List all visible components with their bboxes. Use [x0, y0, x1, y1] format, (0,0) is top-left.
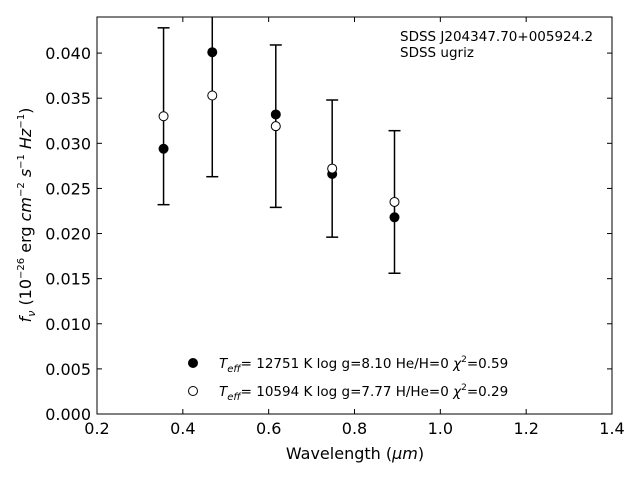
y-tick-label: 0.020 [45, 225, 91, 244]
y-tick-label: 0.030 [45, 134, 91, 153]
legend-marker-filled [188, 358, 198, 368]
plot-frame [96, 16, 613, 415]
x-axis-label-unit: μm [391, 444, 418, 463]
y-tick-label: 0.035 [45, 89, 91, 108]
legend: Teff= 12751 K log g=8.10 He/H=0 χ2=0.59 … [188, 355, 508, 403]
y-axis-label: fν (10−26 erg cm−2 s−1 Hz−1) [16, 108, 38, 323]
y-tick-label: 0.005 [45, 360, 91, 379]
object-name: SDSS J204347.70+005924.2 [400, 29, 593, 45]
point-filled [207, 47, 218, 58]
x-axis-label: Wavelength (μm) [286, 444, 424, 463]
y-tick-label: 0.040 [45, 44, 91, 63]
x-tick-label: 1.2 [513, 419, 538, 438]
y-tick-label: 0.010 [45, 315, 91, 334]
y-tick-label: 0.000 [45, 405, 91, 424]
point-filled [270, 109, 281, 120]
filter-system: SDSS ugriz [400, 45, 474, 61]
error-bars [157, 17, 401, 274]
x-tick-label: 0.2 [84, 419, 109, 438]
x-tick-label: 1.4 [599, 419, 624, 438]
y-tick-label: 0.015 [45, 270, 91, 289]
x-tick-label: 0.8 [342, 419, 367, 438]
point-filled [389, 212, 400, 223]
point-open [327, 163, 338, 174]
data-points [158, 47, 400, 223]
point-open [270, 121, 281, 132]
x-tick-label: 0.6 [256, 419, 281, 438]
point-open [158, 111, 169, 122]
point-open [389, 196, 400, 207]
legend-entry-2: Teff= 10594 K log g=7.77 H/He=0 χ2=0.29 [219, 383, 508, 403]
point-open [207, 90, 218, 101]
x-axis: 0.2 0.4 0.6 0.8 1.0 1.2 1.4 [84, 17, 625, 438]
y-axis: 0.000 0.005 0.010 0.015 0.020 0.025 0.030 0.035… [45, 44, 612, 424]
legend-entry-1: Teff= 12751 K log g=8.10 He/H=0 χ2=0.59 [219, 355, 508, 375]
x-tick-label: 0.4 [170, 419, 195, 438]
y-tick-label: 0.025 [45, 179, 91, 198]
x-axis-label-name: Wavelength [286, 444, 381, 463]
point-filled [158, 143, 169, 154]
legend-marker-open [188, 386, 198, 396]
x-tick-label: 1.0 [428, 419, 453, 438]
